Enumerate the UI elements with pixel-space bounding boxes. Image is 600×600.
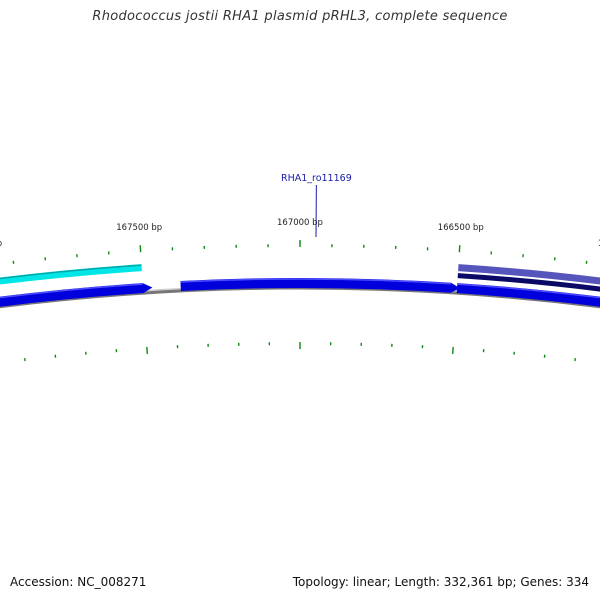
gene-feature-highlight (0, 283, 143, 299)
backbone-shadow (0, 285, 600, 306)
gene-feature (0, 283, 153, 307)
page-title: Rhodococcus jostii RHA1 plasmid pRHL3, c… (92, 9, 508, 24)
gene-feature (456, 283, 600, 307)
tick-label: 167500 bp (116, 223, 162, 233)
gene-feature (458, 264, 600, 285)
ruler-top (12, 240, 588, 264)
gene-feature-highlight (180, 278, 452, 285)
ruler-bottom (24, 342, 576, 362)
tick-label: 168000 bp (0, 239, 2, 249)
backbone-track (0, 285, 600, 309)
tick-label: 166500 bp (438, 223, 484, 233)
gene-feature (0, 264, 142, 285)
gene-label: RHA1_ro11169 (281, 173, 352, 184)
feature-track (0, 264, 600, 307)
summary-text: Topology: linear; Length: 332,361 bp; Ge… (292, 575, 589, 589)
tick-labels: 169000 bp168500 bp168000 bp167500 bp1670… (0, 218, 600, 249)
tick-label: 166000 bp (598, 239, 600, 249)
gene-feature (180, 278, 461, 293)
gene-labels: adhBRHA1_ro11169RHA1_ro11168 (281, 173, 352, 238)
backbone-line (0, 286, 600, 309)
accession-text: Accession: NC_008271 (10, 575, 147, 589)
gene-feature-highlight (457, 283, 600, 299)
gene-feature-edge (0, 264, 142, 280)
gene-feature (457, 273, 600, 292)
tick-label: 167000 bp (277, 218, 323, 228)
